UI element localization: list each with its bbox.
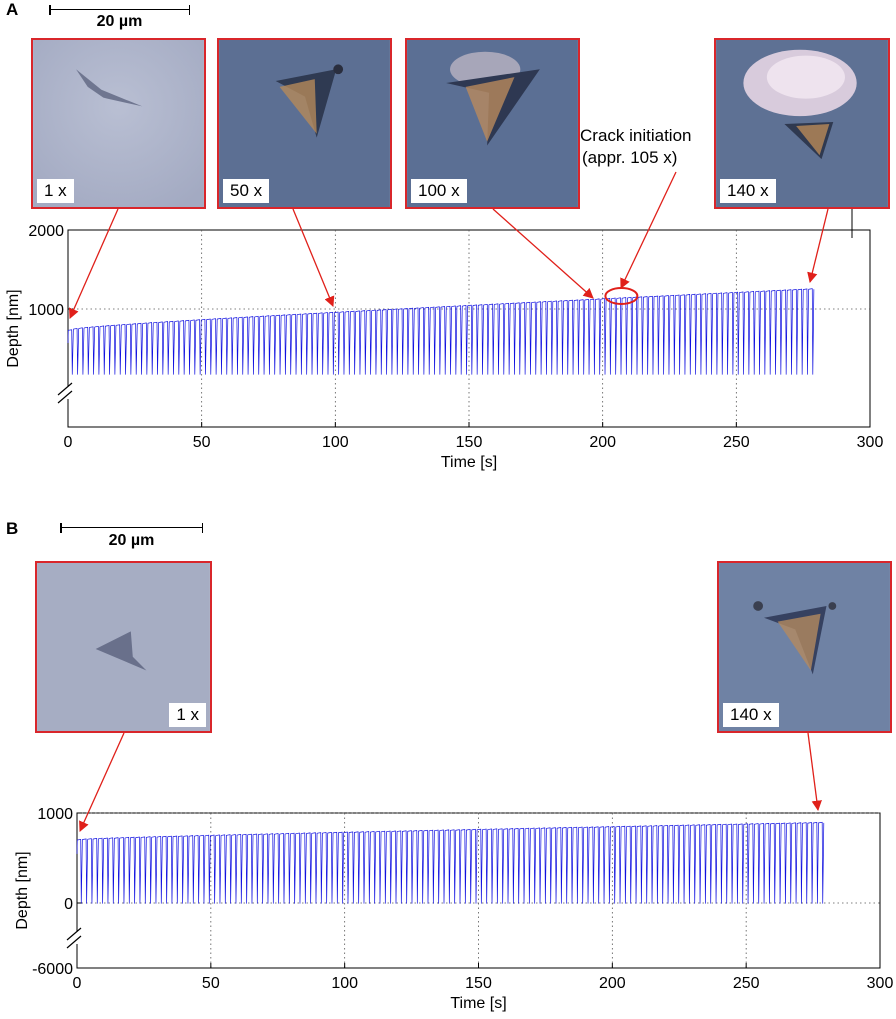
x-tick-label: 150: [465, 975, 492, 992]
axis-break-mark: [57, 390, 73, 404]
x-tick-label: 0: [64, 434, 73, 451]
depth-trace: [67, 288, 815, 375]
indent-image: [716, 40, 888, 207]
x-tick-label: 150: [456, 434, 483, 451]
x-tick-label: 50: [193, 434, 211, 451]
crack-initiation-annotation: Crack initiation (appr. 105 x): [580, 125, 692, 169]
axis-break-mark: [66, 927, 82, 941]
axis-break-mark: [57, 382, 73, 396]
y-tick-label: -6000: [32, 961, 73, 978]
micrograph-b-140x: 140 x: [717, 561, 892, 733]
axis-break-mask: [65, 932, 79, 944]
magnification-label: 140 x: [723, 703, 779, 727]
x-tick-label: 300: [857, 434, 884, 451]
scale-bar-label-a: 20 µm: [96, 13, 143, 30]
axis-break-mark: [66, 935, 82, 949]
magnification-label: 50 x: [223, 179, 270, 203]
magnification-label: 140 x: [720, 179, 776, 203]
micrograph-a-100x: 100 x: [405, 38, 580, 209]
x-tick-label: 250: [733, 975, 760, 992]
micrograph-a-50x: 50 x: [217, 38, 392, 209]
x-tick-label: 100: [322, 434, 349, 451]
magnification-label: 1 x: [37, 179, 74, 203]
x-axis-label: Time [s]: [441, 454, 497, 471]
x-tick-label: 100: [331, 975, 358, 992]
y-tick-label: 2000: [28, 223, 64, 240]
depth-trace: [76, 821, 825, 904]
x-tick-label: 0: [73, 975, 82, 992]
scale-bar-b: [60, 523, 203, 542]
micrograph-a-140x: 140 x: [714, 38, 890, 209]
x-axis-label: Time [s]: [450, 995, 506, 1012]
x-tick-label: 200: [599, 975, 626, 992]
depth-time-chart-a: 0 50 100 150 200 250 300 2000 1000 Time [s] Depth …: [5, 209, 884, 471]
magnification-label: 1 x: [169, 703, 206, 727]
y-tick-label: 0: [64, 896, 73, 913]
annotation-line-2: (appr. 105 x): [582, 148, 678, 167]
scale-bar-a: [49, 5, 190, 24]
magnification-label: 100 x: [411, 179, 467, 203]
x-tick-label: 200: [589, 434, 616, 451]
annotation-line-1: Crack initiation: [580, 126, 692, 145]
x-tick-label: 50: [202, 975, 220, 992]
y-axis-label: Depth [nm]: [5, 289, 22, 367]
x-tick-label: 300: [867, 975, 894, 992]
y-axis-label: Depth [nm]: [14, 851, 31, 929]
micrograph-b-1x: 1 x: [35, 561, 212, 733]
y-tick-label: 1000: [28, 302, 64, 319]
panel-label-b: B: [6, 519, 19, 538]
panel-label-a: A: [6, 0, 19, 19]
y-tick-label: 1000: [37, 806, 73, 823]
x-tick-label: 250: [723, 434, 750, 451]
micrograph-a-1x: 1 x: [31, 38, 206, 209]
scale-bar-label-b: 20 µm: [108, 532, 155, 549]
